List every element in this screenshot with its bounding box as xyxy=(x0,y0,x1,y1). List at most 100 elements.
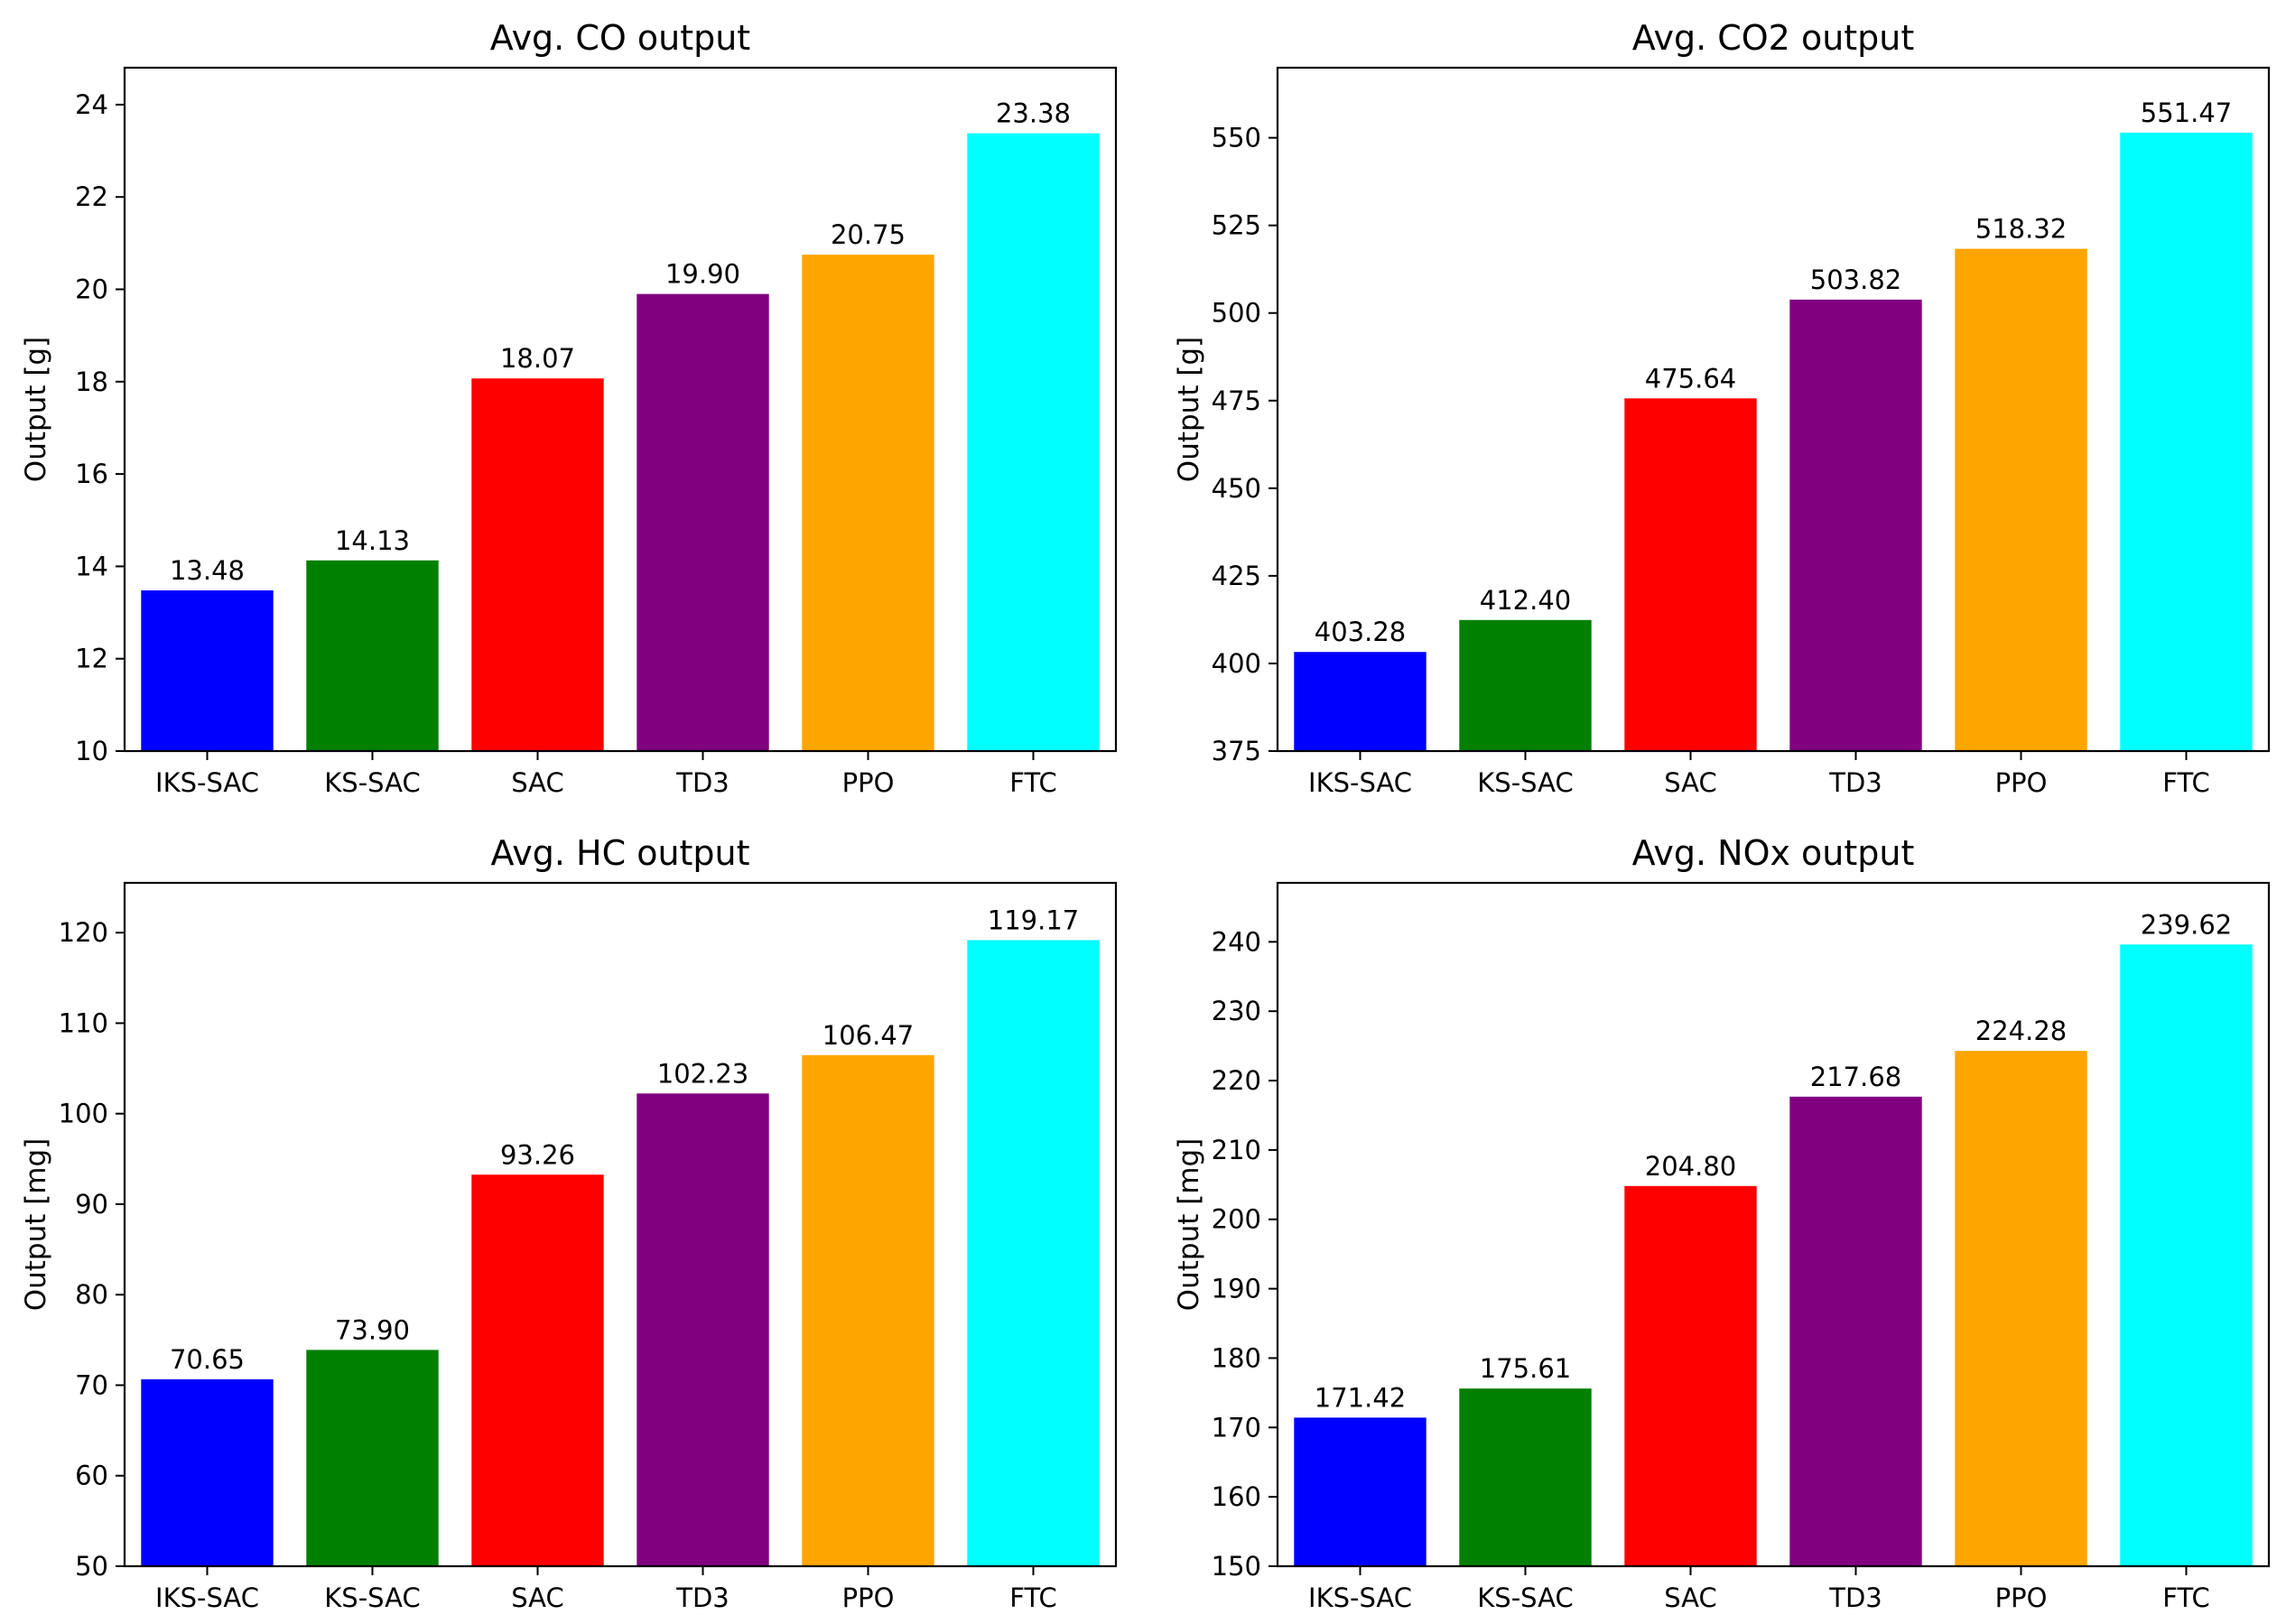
x-tick-label: IKS-SAC xyxy=(155,767,259,798)
bar-ppo xyxy=(802,255,934,751)
y-tick-label: 210 xyxy=(1212,1135,1261,1165)
x-tick-label: KS-SAC xyxy=(1477,1582,1573,1613)
bar-sac xyxy=(471,1174,604,1566)
bar-ftc xyxy=(2120,944,2253,1566)
data-label: 13.48 xyxy=(170,555,245,586)
x-tick-label: PPO xyxy=(842,1582,895,1613)
data-label: 171.42 xyxy=(1315,1382,1406,1413)
x-tick-label: IKS-SAC xyxy=(1308,1582,1412,1613)
y-tick-label: 60 xyxy=(75,1461,108,1491)
y-tick-label: 200 xyxy=(1212,1204,1261,1235)
data-label: 217.68 xyxy=(1810,1062,1901,1092)
bar-td3 xyxy=(637,293,769,751)
bar-ppo xyxy=(1955,1051,2087,1566)
y-tick-label: 20 xyxy=(75,274,108,305)
y-tick-label: 12 xyxy=(75,644,108,674)
y-tick-label: 450 xyxy=(1212,473,1261,504)
x-tick-label: TD3 xyxy=(1828,1582,1882,1613)
y-tick-label: 24 xyxy=(75,89,108,120)
data-label: 93.26 xyxy=(500,1139,575,1170)
bar-iks-sac xyxy=(1294,1417,1426,1566)
y-tick-label: 100 xyxy=(59,1099,108,1129)
chart-title: Avg. HC output xyxy=(490,833,749,873)
data-label: 224.28 xyxy=(1975,1016,2067,1046)
bar-sac xyxy=(1624,1185,1757,1566)
y-axis-label: Output [g] xyxy=(1173,337,1205,482)
bar-td3 xyxy=(1789,1096,1922,1566)
x-tick-label: FTC xyxy=(2162,1582,2209,1613)
y-tick-label: 400 xyxy=(1212,648,1261,679)
data-label: 18.07 xyxy=(500,343,575,374)
bar-ks-sac xyxy=(1459,619,1592,751)
x-tick-label: KS-SAC xyxy=(324,1582,420,1613)
data-label: 70.65 xyxy=(170,1344,245,1375)
y-tick-label: 50 xyxy=(75,1551,108,1582)
y-axis-label: Output [mg] xyxy=(1173,1138,1205,1312)
bar-ppo xyxy=(802,1054,934,1566)
y-tick-label: 220 xyxy=(1212,1065,1261,1096)
data-label: 20.75 xyxy=(831,219,906,250)
bar-iks-sac xyxy=(1294,652,1426,751)
y-tick-label: 375 xyxy=(1212,736,1261,766)
bar-ks-sac xyxy=(1459,1388,1592,1566)
data-label: 73.90 xyxy=(335,1314,410,1345)
x-tick-label: FTC xyxy=(1009,767,1056,798)
y-tick-label: 22 xyxy=(75,181,108,212)
bar-ftc xyxy=(967,133,1100,751)
y-axis-label: Output [g] xyxy=(20,337,52,482)
y-tick-label: 170 xyxy=(1212,1412,1261,1443)
x-tick-label: PPO xyxy=(1995,767,2048,798)
y-tick-label: 80 xyxy=(75,1279,108,1310)
x-tick-label: IKS-SAC xyxy=(1308,767,1412,798)
x-tick-label: TD3 xyxy=(675,767,729,798)
chart-title: Avg. NOx output xyxy=(1632,833,1915,873)
y-tick-label: 425 xyxy=(1212,561,1261,591)
x-tick-label: TD3 xyxy=(1828,767,1882,798)
data-label: 19.90 xyxy=(665,259,740,290)
y-tick-label: 120 xyxy=(59,917,108,948)
bar-ks-sac xyxy=(306,1350,439,1566)
x-tick-label: TD3 xyxy=(675,1582,729,1613)
data-label: 119.17 xyxy=(988,905,1079,935)
x-tick-label: PPO xyxy=(1995,1582,2048,1613)
x-tick-label: KS-SAC xyxy=(1477,767,1573,798)
chart-nox: 171.42 175.61 204.80 217.68 224.28 239.62 150 1… xyxy=(1173,833,2271,1613)
data-label: 23.38 xyxy=(996,98,1071,129)
chart-hc: 70.65 73.90 93.26 102.23 106.47 119.17 50 60 70 8… xyxy=(20,833,1118,1613)
x-tick-label: FTC xyxy=(1009,1582,1056,1613)
axes-frame xyxy=(123,881,1118,1568)
data-label: 102.23 xyxy=(657,1058,748,1089)
x-tick-label: SAC xyxy=(1664,1582,1717,1613)
y-tick-label: 110 xyxy=(59,1007,108,1038)
bar-td3 xyxy=(637,1093,769,1566)
y-tick-label: 475 xyxy=(1212,385,1261,416)
x-tick-label: SAC xyxy=(511,1582,564,1613)
y-tick-label: 160 xyxy=(1212,1481,1261,1512)
y-tick-label: 550 xyxy=(1212,123,1261,153)
x-tick-label: KS-SAC xyxy=(324,767,420,798)
y-tick-label: 525 xyxy=(1212,210,1261,241)
axes-frame xyxy=(1276,66,2271,753)
y-tick-label: 230 xyxy=(1212,996,1261,1026)
x-tick-label: SAC xyxy=(511,767,564,798)
y-tick-label: 14 xyxy=(75,551,108,581)
bar-iks-sac xyxy=(141,590,274,751)
bar-ftc xyxy=(2120,132,2253,751)
chart-co2: 403.28 412.40 475.64 503.82 518.32 551.47 375 4… xyxy=(1173,18,2271,798)
x-tick-label: FTC xyxy=(2162,767,2209,798)
data-label: 503.82 xyxy=(1810,264,1901,295)
y-tick-label: 90 xyxy=(75,1189,108,1220)
bar-td3 xyxy=(1789,299,1922,751)
bar-sac xyxy=(471,378,604,751)
data-label: 518.32 xyxy=(1975,214,2067,245)
axes-frame xyxy=(1276,881,2271,1568)
y-tick-label: 240 xyxy=(1212,926,1261,957)
data-label: 475.64 xyxy=(1645,363,1736,394)
x-tick-label: PPO xyxy=(842,767,895,798)
data-label: 412.40 xyxy=(1480,585,1571,616)
bar-iks-sac xyxy=(141,1378,274,1566)
data-label: 106.47 xyxy=(822,1020,914,1051)
data-label: 239.62 xyxy=(2141,909,2232,940)
y-axis-label: Output [mg] xyxy=(20,1138,52,1312)
